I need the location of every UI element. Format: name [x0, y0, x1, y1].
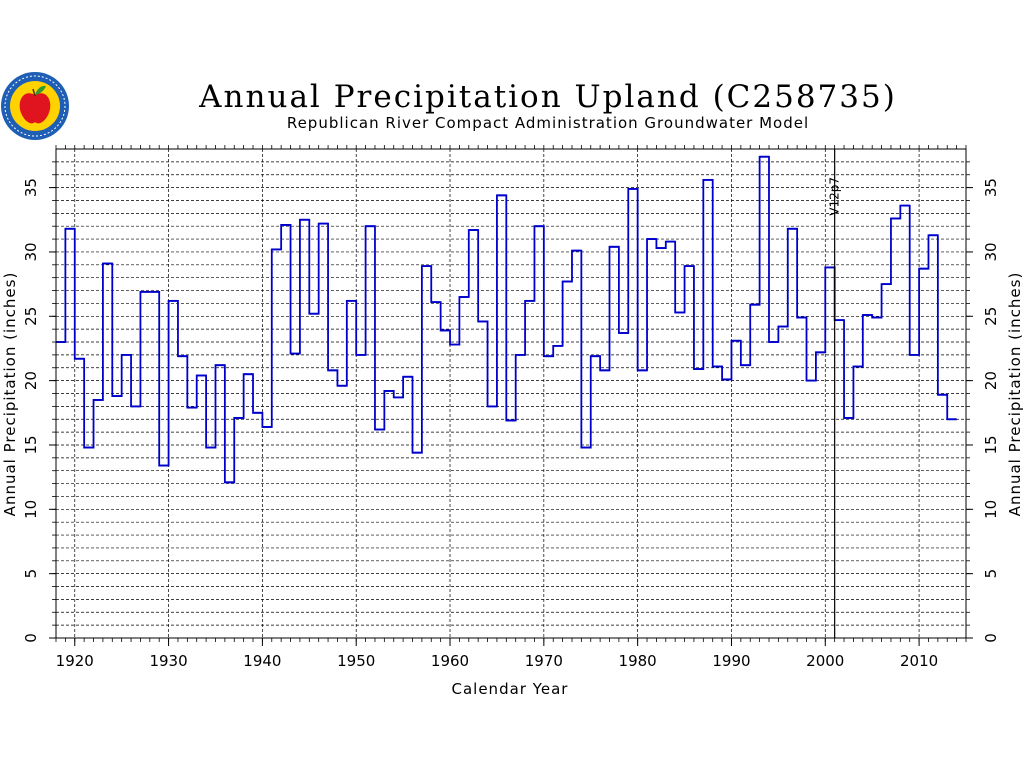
x-tick-label: 2000: [806, 652, 844, 670]
y-tick-label-right: 25: [982, 307, 1000, 326]
x-axis-label: Calendar Year: [452, 680, 569, 698]
y-tick-label-left: 5: [22, 569, 40, 579]
precipitation-series: [56, 155, 957, 484]
y-tick-label-right: 10: [982, 500, 1000, 519]
y-tick-label-right: 0: [982, 633, 1000, 643]
x-tick-label: 2010: [900, 652, 938, 670]
y-tick-label-left: 0: [22, 633, 40, 643]
x-tick-label: 1950: [337, 652, 375, 670]
y-tick-label-left: 25: [22, 307, 40, 326]
y-axis-label-right: Annual Precipitation (inches): [1006, 272, 1024, 517]
annotations: V12p7: [828, 149, 842, 638]
annotation-label: V12p7: [828, 177, 842, 216]
y-tick-label-right: 15: [982, 435, 1000, 454]
x-tick-label: 1920: [56, 652, 94, 670]
y-tick-label-left: 30: [22, 242, 40, 261]
ticks: 1920 1930 1940 1950 1960 1970 1980 1990 2000 2010…: [22, 145, 1000, 670]
y-tick-label-left: 35: [22, 178, 40, 197]
y-tick-label-right: 35: [982, 178, 1000, 197]
apple-icon: [19, 93, 51, 124]
x-tick-label: 1960: [431, 652, 469, 670]
chart-subtitle: Republican River Compact Administration …: [287, 114, 809, 132]
x-tick-label: 1940: [243, 652, 281, 670]
y-tick-label-left: 15: [22, 435, 40, 454]
y-tick-label-right: 30: [982, 242, 1000, 261]
y-tick-label-left: 20: [22, 371, 40, 390]
x-tick-label: 1970: [525, 652, 563, 670]
grid: [56, 149, 966, 638]
y-tick-label-left: 10: [22, 500, 40, 519]
y-axis-label-left: Annual Precipitation (inches): [1, 272, 19, 517]
y-tick-label-right: 5: [982, 569, 1000, 579]
chart-title: Annual Precipitation Upland (C258735): [198, 79, 897, 115]
leaf-icon: [35, 85, 46, 95]
series-layer: [56, 155, 957, 484]
x-tick-label: 1980: [619, 652, 657, 670]
y-tick-label-right: 20: [982, 371, 1000, 390]
x-tick-label: 1990: [712, 652, 750, 670]
x-tick-label: 1930: [149, 652, 187, 670]
seal-logo: [1, 72, 69, 140]
